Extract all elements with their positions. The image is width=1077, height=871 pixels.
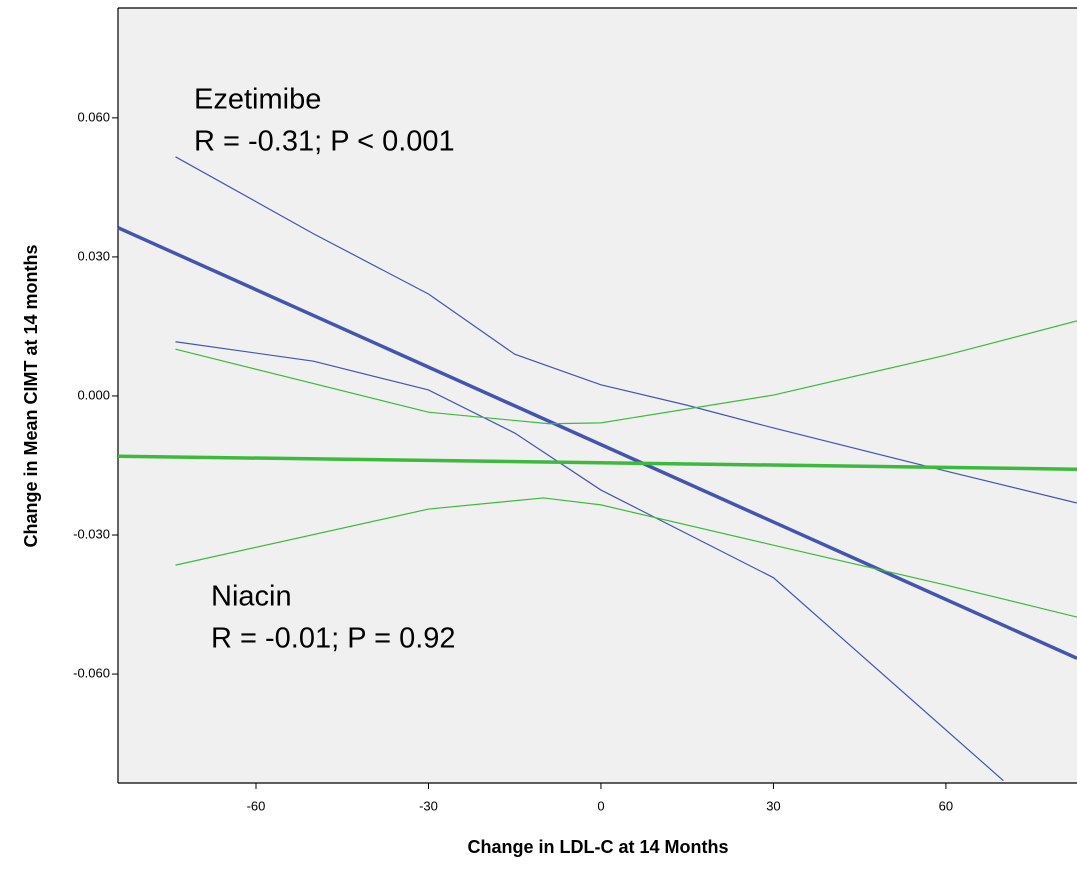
annotation: R = -0.31; P < 0.001 [194,126,455,158]
y-axis-title: Change in Mean CIMT at 14 months [21,244,41,547]
x-tick-label: -30 [419,798,438,813]
x-tick-label: -60 [247,798,266,813]
y-tick-label: 0.030 [77,248,110,263]
annotation: Ezetimibe [194,84,321,116]
annotation: Niacin [211,581,292,613]
y-tick-label: 0.060 [77,109,110,124]
x-tick-label: 30 [766,798,780,813]
series-line [175,156,1077,504]
x-axis-title: Change in LDL-C at 14 Months [468,837,729,857]
y-tick-label: -0.030 [73,526,110,541]
series-line [175,320,1077,425]
y-tick-label: -0.060 [73,666,110,681]
annotation: R = -0.01; P = 0.92 [211,623,456,655]
y-tick-label: 0.000 [77,387,110,402]
x-tick-label: 60 [939,798,953,813]
series-line [175,497,1077,618]
x-tick-label: 0 [597,798,604,813]
series-line [117,454,1077,471]
series-line [175,341,1004,782]
plot-area [118,8,1077,783]
series-line [117,226,1077,660]
